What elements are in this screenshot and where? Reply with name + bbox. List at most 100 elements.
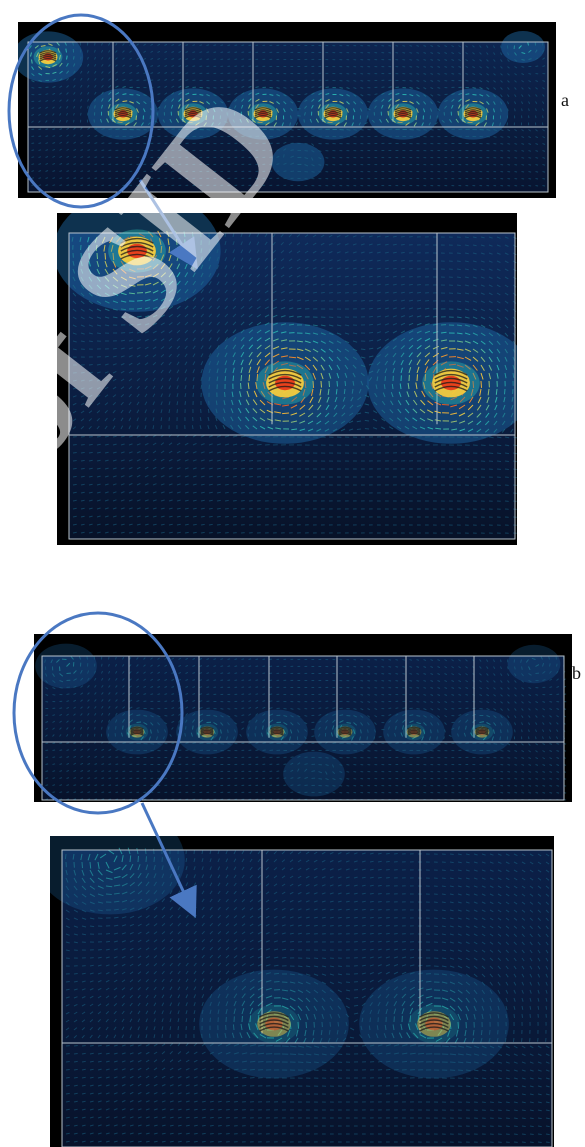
vector-arrow: [112, 308, 118, 311]
vector-arrow: [269, 700, 273, 702]
vector-arrow: [276, 87, 280, 89]
vector-arrow: [104, 515, 109, 518]
vector-arrow: [360, 680, 364, 682]
vector-arrow: [391, 383, 394, 390]
vector-arrow: [120, 268, 127, 274]
vector-arrow: [160, 338, 165, 342]
vector-arrow: [88, 483, 93, 486]
vector-arrow: [96, 467, 101, 470]
vector-arrow: [392, 283, 397, 286]
vector-arrow: [388, 128, 393, 130]
vector-arrow: [381, 673, 385, 675]
vector-arrow: [109, 236, 114, 244]
vector-arrow: [437, 729, 439, 733]
vector-arrow: [318, 720, 322, 723]
vector-arrow: [535, 136, 539, 139]
vector-arrow: [477, 396, 482, 404]
vector-arrow: [272, 353, 280, 358]
vector-arrow: [240, 500, 245, 502]
vector-arrow: [96, 252, 98, 260]
vector-arrow: [528, 708, 531, 711]
vector-arrow: [426, 409, 434, 414]
vector-arrow: [343, 388, 346, 395]
vector-arrow: [542, 143, 546, 145]
vector-arrow: [203, 122, 207, 127]
vector-arrow: [160, 361, 164, 366]
vector-arrow: [400, 283, 405, 286]
vector-arrow: [374, 93, 378, 95]
vector-arrow: [416, 722, 421, 725]
vector-arrow: [496, 372, 499, 379]
vector-arrow: [307, 428, 314, 432]
vector-arrow: [160, 491, 165, 494]
vector-arrow: [248, 713, 252, 716]
vector-arrow: [391, 119, 396, 123]
vector-arrow: [200, 467, 205, 470]
vector-arrow: [392, 299, 397, 302]
vector-arrow: [171, 43, 175, 46]
vector-arrow: [144, 442, 149, 446]
vector-arrow: [168, 458, 173, 462]
vector-arrow: [88, 387, 93, 390]
vector-arrow: [262, 719, 266, 723]
vector-arrow: [192, 345, 196, 350]
vector-arrow: [392, 251, 397, 254]
vector-arrow: [488, 284, 493, 288]
vector-arrow: [353, 743, 358, 745]
vector-arrow: [168, 280, 174, 286]
vector-arrow: [507, 743, 511, 746]
vector-arrow: [416, 73, 420, 75]
vector-arrow: [88, 418, 93, 422]
vector-arrow: [430, 743, 435, 745]
vector-arrow: [504, 260, 509, 264]
vector-arrow: [152, 491, 157, 494]
vector-arrow: [352, 292, 357, 294]
vector-arrow: [472, 252, 477, 255]
vector-arrow: [458, 673, 462, 676]
vector-arrow: [234, 679, 238, 681]
vector-arrow: [304, 380, 307, 389]
vector-arrow: [152, 290, 159, 294]
vector-arrow: [420, 399, 426, 406]
vector-arrow: [59, 707, 63, 709]
vector-arrow: [241, 721, 245, 723]
vector-arrow: [328, 267, 333, 270]
vector-arrow: [272, 322, 278, 326]
vector-arrow: [514, 729, 516, 733]
vector-arrow: [510, 420, 514, 426]
vector-arrow: [376, 361, 381, 366]
panel-b-overview: [34, 634, 572, 802]
vector-arrow: [144, 385, 148, 390]
vector-arrow: [185, 58, 189, 60]
vector-arrow: [96, 284, 102, 290]
vector-arrow: [356, 404, 362, 408]
vector-arrow: [276, 170, 280, 172]
vector-arrow: [245, 425, 250, 430]
vector-arrow: [416, 352, 422, 358]
vector-arrow: [352, 235, 357, 238]
vector-arrow: [240, 359, 244, 366]
vector-arrow: [480, 236, 485, 239]
vector-arrow: [168, 322, 173, 326]
vector-arrow: [248, 98, 252, 102]
vector-arrow: [388, 104, 391, 109]
vector-arrow: [192, 475, 197, 478]
vector-arrow: [290, 129, 294, 131]
vector-arrow: [385, 118, 389, 123]
vector-arrow: [493, 729, 495, 734]
vector-arrow: [467, 428, 474, 433]
vector-arrow: [437, 59, 441, 61]
vector-arrow: [184, 442, 189, 446]
vector-arrow: [199, 713, 204, 716]
vector-arrow: [542, 129, 545, 132]
vector-arrow: [332, 428, 338, 432]
vector-arrow: [282, 404, 290, 407]
vector-arrow: [96, 491, 101, 494]
vector-arrow: [178, 78, 182, 81]
hotspot-curl: [394, 107, 412, 111]
vector-arrow: [185, 706, 189, 709]
vector-arrow: [507, 729, 509, 733]
vector-arrow: [328, 324, 334, 327]
vector-arrow: [528, 94, 531, 97]
vector-arrow: [80, 426, 85, 430]
